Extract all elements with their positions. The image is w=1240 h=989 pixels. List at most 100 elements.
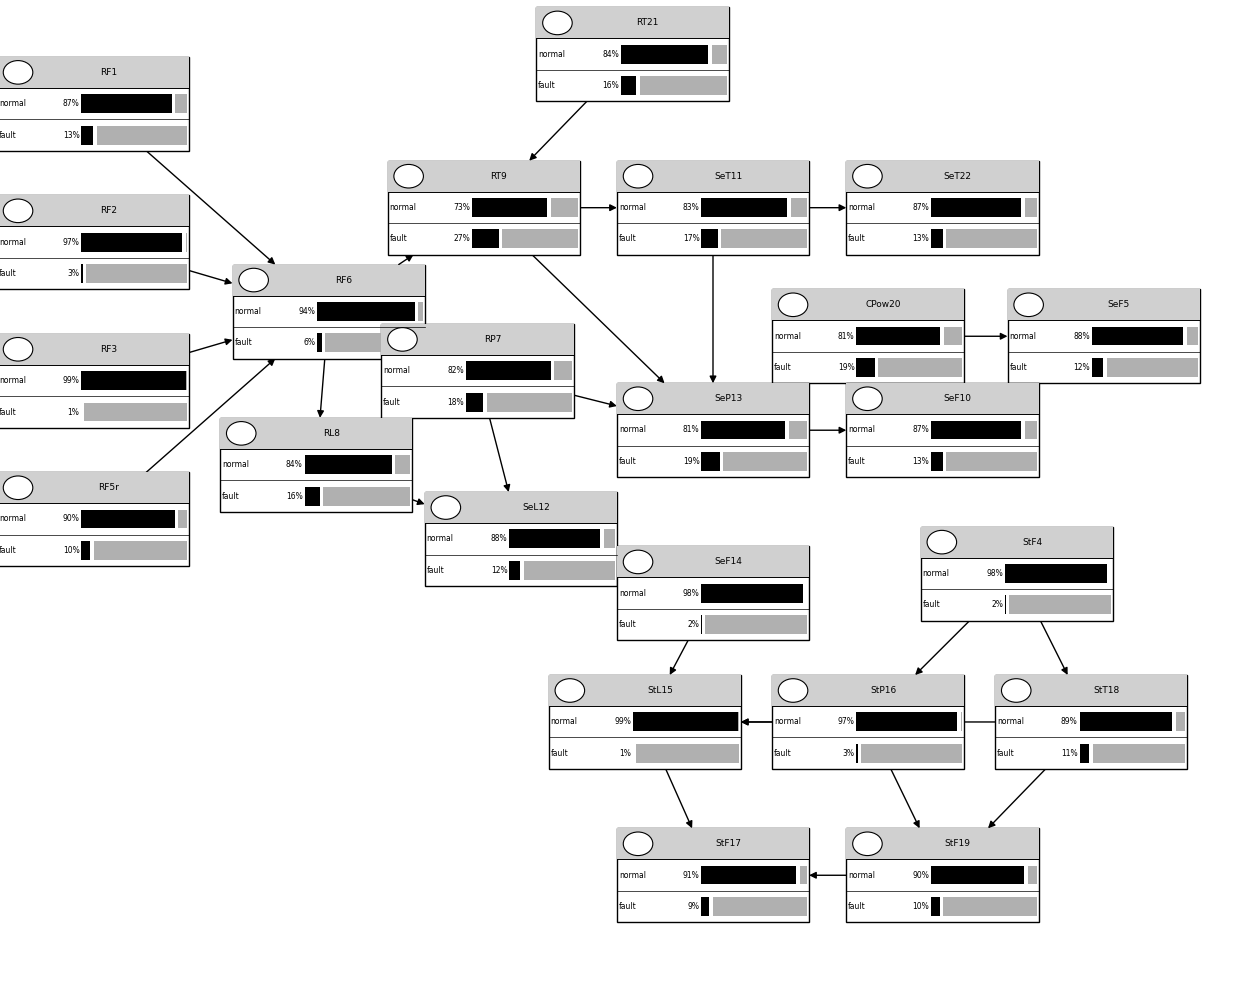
Bar [857,712,959,731]
Text: 98%: 98% [683,588,699,597]
Text: RF2: RF2 [100,207,117,216]
Text: normal: normal [923,569,950,578]
Text: 87%: 87% [63,99,79,108]
Text: fault: fault [1009,363,1027,372]
Bar [1080,712,1174,731]
Bar [994,674,1188,769]
Bar [632,744,636,763]
Bar [1006,595,1009,614]
Bar [702,865,807,884]
Bar [846,160,1039,192]
Bar [804,584,807,602]
Bar [618,160,808,192]
Circle shape [779,678,807,702]
Text: 18%: 18% [448,398,464,406]
Text: fault: fault [619,234,636,243]
Bar [771,289,965,383]
Text: normal: normal [848,425,875,434]
Bar [472,229,501,248]
Bar [857,326,942,345]
Bar [82,94,174,113]
Text: RF3: RF3 [99,345,117,354]
Bar [618,546,808,578]
Bar [510,529,615,548]
Bar [82,264,187,283]
Bar [940,326,944,345]
Text: fault: fault [848,234,866,243]
Bar [942,452,946,471]
Bar [0,334,188,365]
Bar [1006,564,1111,583]
Text: 88%: 88% [491,534,507,543]
Text: fault: fault [848,902,866,911]
Text: 9%: 9% [687,902,699,911]
Text: fault: fault [848,457,866,466]
Bar [305,455,410,474]
Bar [382,324,573,417]
Bar [1092,326,1185,345]
Bar [931,897,941,916]
Bar [702,897,807,916]
Bar [920,526,1114,621]
Bar [82,371,187,390]
Bar [551,361,554,380]
Bar [382,324,573,355]
Bar [221,417,413,449]
Text: SeF10: SeF10 [944,395,972,404]
Text: StF17: StF17 [715,840,742,849]
Bar [82,509,176,528]
Bar [484,393,487,411]
Text: 6%: 6% [303,338,315,347]
Bar [233,264,424,358]
Bar [82,403,187,421]
Bar [466,361,572,380]
Text: 12%: 12% [491,566,507,575]
Bar [0,195,188,226]
Bar [0,473,188,566]
Bar [1102,358,1106,377]
Bar [957,712,961,731]
Bar [618,546,808,641]
Bar [771,674,965,706]
Text: fault: fault [619,902,636,911]
Text: RT9: RT9 [491,172,507,181]
Text: 1%: 1% [620,749,631,758]
Circle shape [624,550,652,574]
Text: fault: fault [0,546,16,555]
Text: 73%: 73% [454,203,470,212]
Text: StP16: StP16 [870,686,897,695]
Bar [931,198,1023,217]
Bar [82,94,187,113]
Text: RT21: RT21 [636,19,658,28]
Text: normal: normal [389,203,417,212]
Bar [424,492,618,585]
Bar [81,403,84,421]
Bar [874,358,878,377]
Bar [0,56,188,150]
Text: fault: fault [389,234,407,243]
Bar [857,358,962,377]
Bar [931,865,1037,884]
Bar [796,865,800,884]
Text: 2%: 2% [688,620,699,629]
Text: normal: normal [0,237,26,246]
Text: fault: fault [234,338,252,347]
Bar [317,302,417,320]
Text: fault: fault [923,600,940,609]
Bar [321,333,325,352]
Bar [547,198,551,217]
Bar [472,198,549,217]
Text: normal: normal [222,460,249,469]
Text: SeP13: SeP13 [714,395,743,404]
Bar [82,541,187,560]
Bar [1183,326,1187,345]
Text: 98%: 98% [987,569,1003,578]
Bar [1107,564,1111,583]
Text: 87%: 87% [913,425,929,434]
Bar [931,229,945,248]
Bar [857,326,962,345]
Bar [702,452,807,471]
Bar [387,160,580,254]
Text: fault: fault [222,492,239,500]
Bar [387,160,580,192]
